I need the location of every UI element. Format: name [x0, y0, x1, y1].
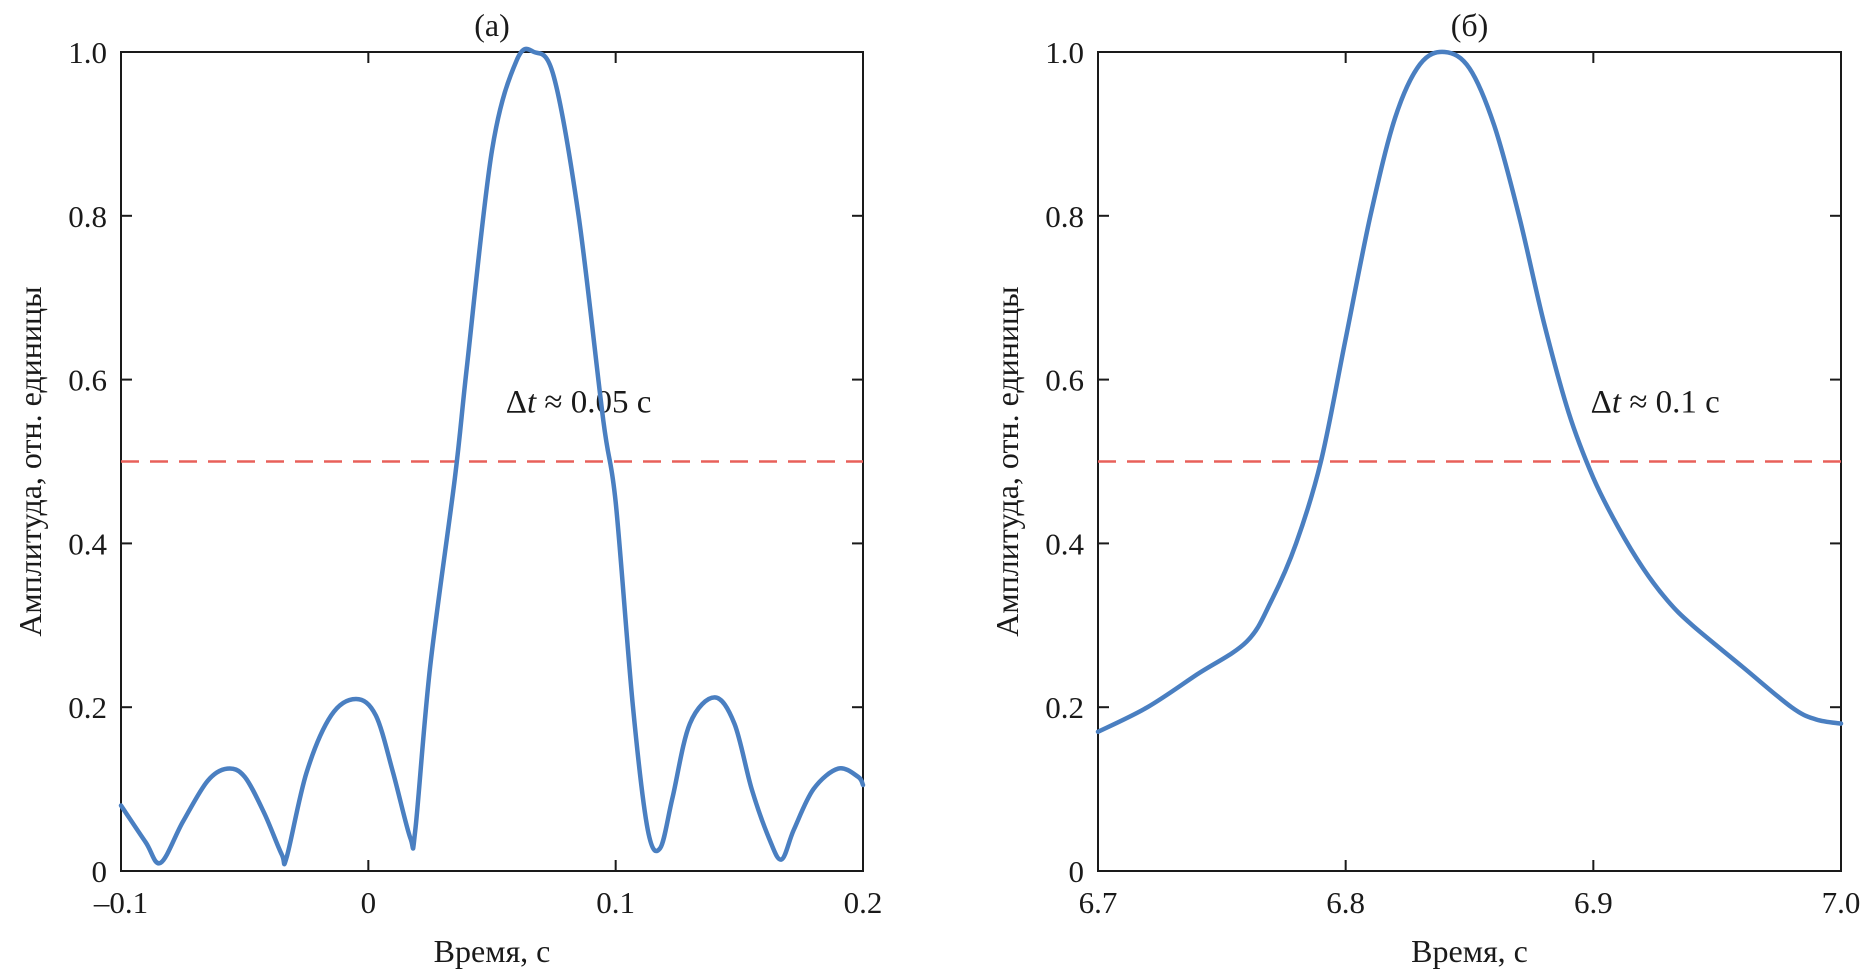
panel-a: –0.1 0 0.1 0.200.20.40.60.81.0(а)Время, сАм… — [12, 7, 882, 969]
width-annotation-b: Δt ≈ 0.1 с — [1591, 384, 1720, 420]
x-tick-label-b: 6.9 — [1574, 885, 1613, 920]
x-tick-label-b: 6.7 — [1079, 885, 1118, 920]
y-tick-label-b: 0.4 — [1045, 526, 1084, 561]
y-tick-label-a: 0.6 — [68, 363, 107, 398]
x-tick-label-b: 7.0 — [1822, 885, 1861, 920]
y-tick-label-a: 0.8 — [68, 199, 107, 234]
panel-title-a: (а) — [474, 7, 510, 43]
panel-title-b: (б) — [1451, 7, 1489, 43]
y-tick-label-b: 0.6 — [1045, 363, 1084, 398]
x-axis-label-b: Время, с — [1411, 933, 1528, 969]
y-tick-label-a: 1.0 — [68, 35, 107, 70]
amplitude-curve-b — [1095, 49, 1844, 735]
plot-frame-b — [1097, 51, 1842, 872]
y-axis-label-b: Амплитуда, отн. единицы — [989, 286, 1025, 636]
y-tick-label-a: 0.4 — [68, 526, 107, 561]
y-tick-label-b: 0.8 — [1045, 199, 1084, 234]
width-annotation-a: Δt ≈ 0.05 с — [506, 384, 652, 420]
y-tick-label-b: 1.0 — [1045, 35, 1084, 70]
x-tick-label-a: 0 — [361, 885, 377, 920]
y-tick-label-b: 0 — [1069, 854, 1085, 889]
amplitude-curve-a — [118, 46, 866, 867]
x-tick-label-a: –0.1 — [93, 885, 148, 920]
x-axis-label-a: Время, с — [434, 933, 551, 969]
y-tick-label-b: 0.2 — [1045, 690, 1084, 725]
plot-frame-a — [120, 51, 864, 872]
panel-b: 6.7 6.8 6.9 7.0 0 0.2 0.4 0.6 0.8 1.0 (б) Время, с А… — [989, 7, 1860, 969]
x-tick-label-a: 0.1 — [596, 885, 635, 920]
y-axis-label-a: Амплитуда, отн. единицы — [12, 286, 48, 636]
y-tick-label-a: 0.2 — [68, 690, 107, 725]
y-tick-label-a: 0 — [92, 854, 108, 889]
x-tick-label-b: 6.8 — [1326, 885, 1365, 920]
x-tick-label-a: 0.2 — [844, 885, 883, 920]
